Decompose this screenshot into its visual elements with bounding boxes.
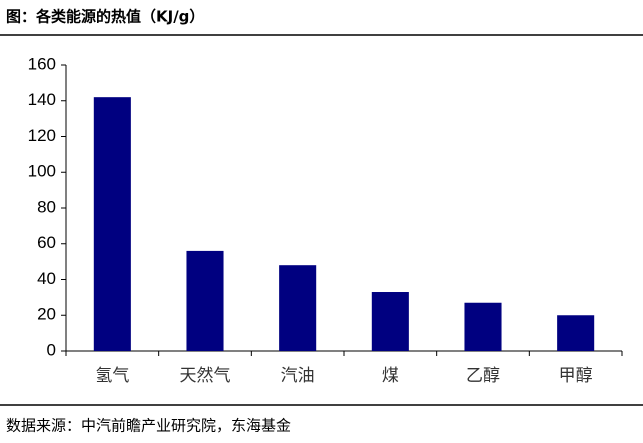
y-tick-label: 40 [37, 269, 56, 288]
y-tick-label: 0 [47, 340, 56, 359]
bar [557, 315, 595, 351]
y-tick-label: 140 [28, 90, 56, 109]
x-tick-label: 甲醇 [559, 366, 593, 386]
y-tick-label: 160 [28, 54, 56, 73]
x-tick-label: 汽油 [281, 366, 315, 386]
x-tick-label: 氢气 [95, 366, 129, 386]
x-tick-label: 乙醇 [466, 366, 500, 386]
y-tick-label: 100 [28, 162, 56, 181]
y-tick-label: 120 [28, 126, 56, 145]
bar [279, 265, 317, 351]
y-tick-label: 60 [37, 233, 56, 252]
y-tick-label: 20 [37, 305, 56, 324]
chart-title: 图：各类能源的热值（KJ/g） [6, 8, 204, 26]
bar [186, 250, 224, 351]
bar [371, 292, 409, 351]
x-tick-label: 天然气 [180, 366, 231, 386]
bar [93, 97, 131, 351]
x-tick-label: 煤 [382, 366, 399, 386]
bar [464, 302, 502, 351]
y-tick-label: 80 [37, 197, 56, 216]
source-note: 数据来源：中汽前瞻产业研究院，东海基金 [6, 417, 291, 435]
